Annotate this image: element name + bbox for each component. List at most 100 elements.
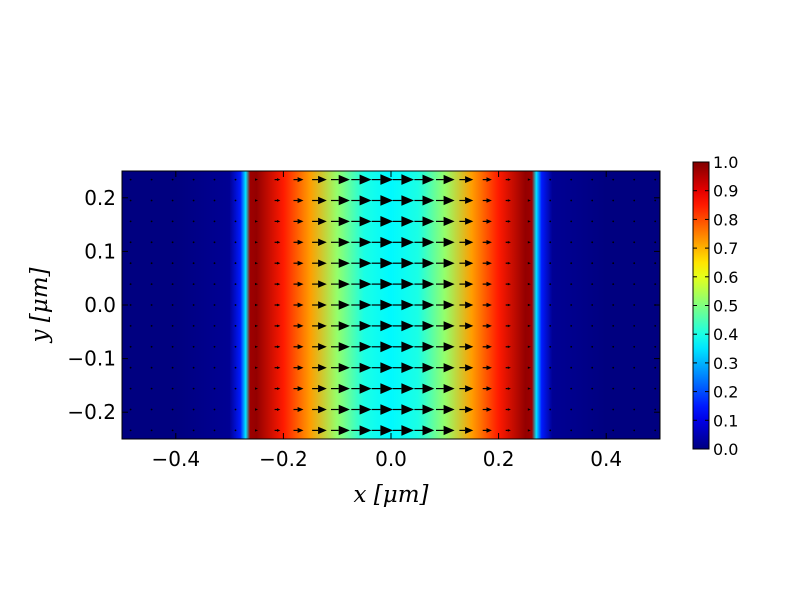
quiver-arrow xyxy=(612,283,615,285)
quiver-arrow xyxy=(234,220,237,223)
quiver-arrow xyxy=(591,429,594,432)
quiver-arrow xyxy=(192,220,195,223)
quiver-arrow xyxy=(293,407,304,412)
quiver-arrow xyxy=(549,241,552,244)
quiver-arrow xyxy=(150,262,153,265)
quiver-arrow xyxy=(482,365,492,370)
quiver-arrow xyxy=(255,178,258,181)
quiver-arrow xyxy=(274,345,281,349)
quiver-arrow xyxy=(351,383,372,394)
quiver-arrow xyxy=(591,262,594,265)
quiver-arrow xyxy=(371,299,394,311)
quiver-arrow xyxy=(312,426,327,435)
quiver-arrow xyxy=(150,241,153,244)
quiver-arrow xyxy=(213,345,216,348)
quiver-arrow xyxy=(312,364,327,372)
quiver-arrow xyxy=(527,324,531,328)
quiver-arrow xyxy=(633,387,636,390)
quiver-arrow xyxy=(331,195,350,206)
quiver-arrow xyxy=(591,283,594,285)
y-tick-label: 0.1 xyxy=(84,239,116,263)
quiver-arrow xyxy=(293,365,304,371)
quiver-arrow xyxy=(351,216,372,227)
quiver-arrow xyxy=(505,178,511,181)
quiver-arrow xyxy=(527,220,531,223)
quiver-arrow xyxy=(371,236,394,248)
quiver-arrow xyxy=(371,174,394,185)
quiver-arrow xyxy=(527,282,531,286)
quiver-arrow xyxy=(171,345,174,348)
quiver-arrow xyxy=(192,178,195,181)
quiver-arrow xyxy=(436,363,455,373)
y-tick-label: −0.1 xyxy=(67,347,116,371)
heatmap-plot: −0.4 −0.2 0.0 0.2 0.4 −0.2 −0.1 0.0 0.1 0.2 xyxy=(67,170,661,471)
quiver-arrow xyxy=(274,324,281,328)
quiver-arrow xyxy=(312,301,327,309)
quiver-arrow xyxy=(505,241,511,244)
quiver-arrow xyxy=(482,323,492,329)
quiver-arrow xyxy=(414,425,435,436)
y-tick-label: 0.2 xyxy=(84,186,116,210)
quiver-arrow xyxy=(371,257,394,269)
quiver-arrow xyxy=(213,429,216,432)
quiver-arrow xyxy=(612,262,615,265)
quiver-arrow xyxy=(171,304,174,306)
quiver-arrow xyxy=(549,345,552,348)
quiver-arrow xyxy=(414,383,435,394)
quiver-arrow xyxy=(612,220,615,223)
quiver-arrow xyxy=(549,325,552,327)
quiver-arrow xyxy=(527,345,531,348)
quiver-arrow xyxy=(633,220,636,223)
quiver-arrow xyxy=(591,199,594,202)
quiver-arrow xyxy=(331,321,350,331)
quiver-arrow xyxy=(527,303,531,307)
quiver-arrow xyxy=(293,260,304,266)
quiver-arrow xyxy=(392,320,414,332)
x-tick-label: −0.2 xyxy=(259,447,308,471)
quiver-arrow xyxy=(192,241,195,244)
quiver-arrow xyxy=(549,262,552,265)
quiver-arrow xyxy=(436,195,455,206)
quiver-arrow xyxy=(570,429,573,432)
quiver-arrow xyxy=(213,304,216,306)
quiver-arrow xyxy=(213,366,216,369)
quiver-arrow xyxy=(392,341,414,353)
quiver-arrow xyxy=(459,280,474,288)
quiver-arrow xyxy=(591,178,594,181)
quiver-arrow xyxy=(351,425,372,436)
quiver-arrow xyxy=(171,325,174,327)
quiver-arrow xyxy=(591,366,594,369)
quiver-arrow xyxy=(436,342,455,352)
quiver-arrow xyxy=(392,362,414,373)
quiver-arrow xyxy=(414,300,435,310)
quiver-arrow xyxy=(129,262,132,265)
quiver-arrow xyxy=(129,220,132,223)
quiver-arrow xyxy=(459,343,474,351)
quiver-arrow xyxy=(591,387,594,390)
quiver-arrow xyxy=(436,404,455,415)
quiver-arrow xyxy=(293,281,304,287)
quiver-arrow xyxy=(570,387,573,390)
quiver-arrow xyxy=(312,405,327,414)
y-ticks: −0.2 −0.1 0.0 0.1 0.2 xyxy=(67,186,660,424)
quiver-arrow xyxy=(527,262,531,265)
quiver-arrow xyxy=(633,429,636,432)
quiver-arrow xyxy=(192,325,195,327)
quiver-arrow xyxy=(612,408,615,411)
quiver-arrow xyxy=(171,408,174,411)
quiver-arrow xyxy=(331,237,350,247)
quiver-arrow xyxy=(192,429,195,432)
quiver-arrow xyxy=(331,258,350,268)
quiver-arrow xyxy=(570,408,573,411)
quiver-arrow xyxy=(192,283,195,285)
quiver-arrow xyxy=(436,384,455,394)
quiver-arrow xyxy=(459,301,474,309)
quiver-arrow xyxy=(255,345,258,348)
y-tick-label: −0.2 xyxy=(67,400,116,424)
quiver-arrow xyxy=(527,429,531,432)
colorbar-tick-label: 0.4 xyxy=(713,325,738,344)
quiver-arrow xyxy=(129,283,132,285)
quiver-arrow xyxy=(612,304,615,306)
quiver-arrow xyxy=(549,366,552,369)
quiver-arrow xyxy=(459,197,474,204)
